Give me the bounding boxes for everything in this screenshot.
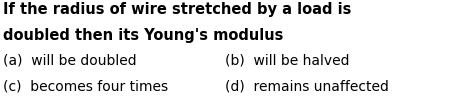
Text: (c)  becomes four times: (c) becomes four times — [3, 80, 168, 94]
Text: If the radius of wire stretched by a load is: If the radius of wire stretched by a loa… — [3, 2, 351, 17]
Text: (d)  remains unaffected: (d) remains unaffected — [225, 80, 389, 94]
Text: doubled then its Young's modulus: doubled then its Young's modulus — [3, 28, 284, 43]
Text: (a)  will be doubled: (a) will be doubled — [3, 54, 137, 68]
Text: (b)  will be halved: (b) will be halved — [225, 54, 349, 68]
